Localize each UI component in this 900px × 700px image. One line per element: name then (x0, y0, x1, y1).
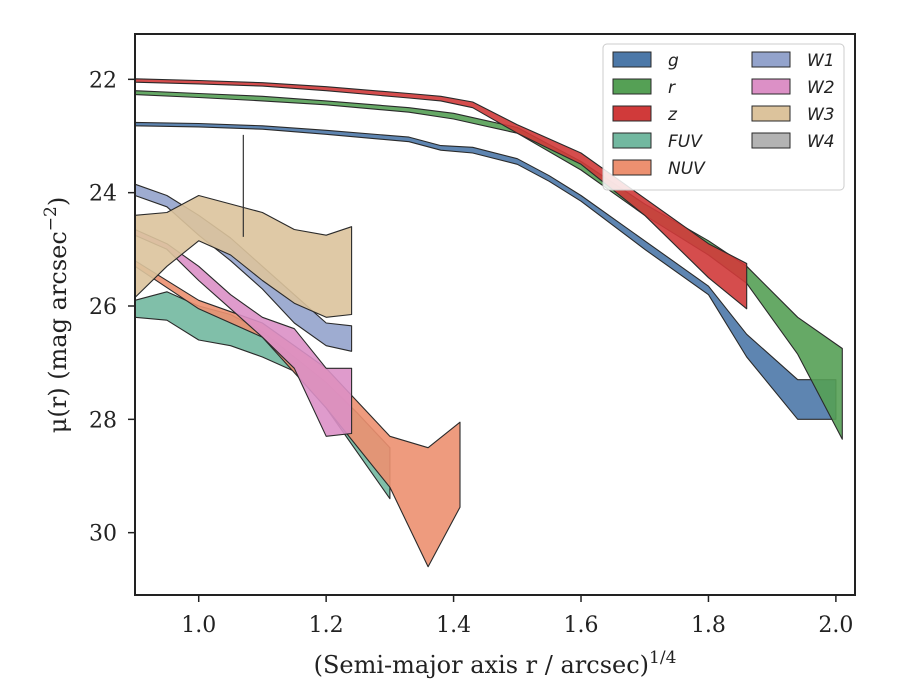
legend-swatch (612, 132, 652, 149)
y-tick-label: 22 (89, 68, 117, 93)
series-bands (134, 78, 843, 568)
legend-label: r (668, 78, 676, 98)
x-tick-label: 1.6 (564, 613, 599, 638)
x-tick-label: 2.0 (818, 613, 853, 638)
plot-frame (134, 33, 856, 596)
legend-swatch (751, 105, 791, 122)
legend: grz FUV NUV W1 W2 W3 W4 (602, 43, 845, 191)
y-tick-label: 30 (89, 522, 117, 547)
band-w3 (134, 194, 353, 318)
legend-swatch (612, 105, 652, 122)
y-tick-label: 24 (89, 182, 117, 207)
legend-label: NUV (668, 159, 706, 179)
legend-label: g (668, 51, 679, 71)
y-axis-label: μ(r) (mag arcsec−2) (41, 197, 72, 433)
legend-swatch (751, 132, 791, 149)
x-tick-label: 1.8 (691, 613, 726, 638)
legend-swatch (751, 78, 791, 95)
y-axis-ticks: 22 24 26 28 30 (89, 68, 135, 547)
legend-label: W4 (807, 132, 835, 152)
band-w2 (134, 228, 353, 437)
legend-label: W1 (807, 51, 835, 71)
x-tick-label: 1.2 (309, 613, 344, 638)
y-tick-label: 28 (89, 408, 117, 433)
x-tick-label: 1.4 (436, 613, 471, 638)
x-axis-label: (Semi-major axis r / arcsec)1/4 (314, 648, 677, 679)
legend-swatch (612, 159, 652, 176)
legend-label: W2 (807, 78, 835, 98)
legend-swatch (751, 51, 791, 68)
x-axis-ticks: 1.0 1.2 1.4 1.6 1.8 2.0 (181, 595, 853, 638)
legend-label: z (667, 105, 678, 125)
band-z (134, 78, 748, 310)
legend-label: FUV (668, 132, 703, 152)
legend-label: W3 (807, 105, 835, 125)
band-r (134, 90, 843, 440)
y-tick-label: 26 (89, 295, 117, 320)
legend-swatch (612, 78, 652, 95)
legend-swatch (612, 51, 652, 68)
x-tick-label: 1.0 (181, 613, 216, 638)
